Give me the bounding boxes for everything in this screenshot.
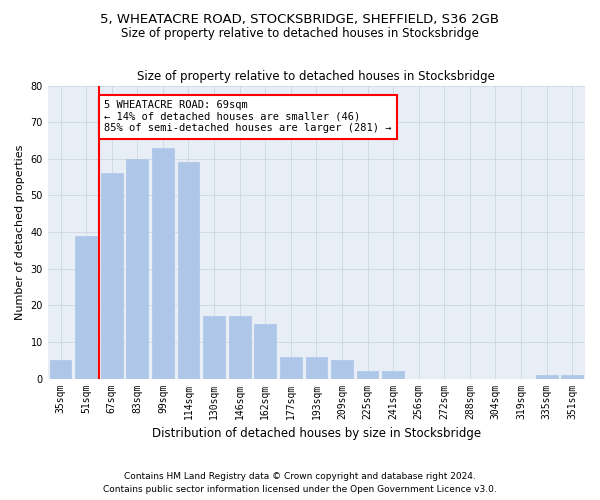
Text: 5 WHEATACRE ROAD: 69sqm
← 14% of detached houses are smaller (46)
85% of semi-de: 5 WHEATACRE ROAD: 69sqm ← 14% of detache… bbox=[104, 100, 392, 134]
Y-axis label: Number of detached properties: Number of detached properties bbox=[15, 144, 25, 320]
Bar bbox=[178, 162, 199, 378]
Bar bbox=[127, 159, 148, 378]
X-axis label: Distribution of detached houses by size in Stocksbridge: Distribution of detached houses by size … bbox=[152, 427, 481, 440]
Bar bbox=[152, 148, 174, 378]
Text: Contains HM Land Registry data © Crown copyright and database right 2024.: Contains HM Land Registry data © Crown c… bbox=[124, 472, 476, 481]
Bar bbox=[101, 174, 122, 378]
Bar bbox=[305, 356, 327, 378]
Text: Size of property relative to detached houses in Stocksbridge: Size of property relative to detached ho… bbox=[121, 28, 479, 40]
Bar bbox=[356, 371, 379, 378]
Bar bbox=[536, 375, 557, 378]
Bar bbox=[254, 324, 276, 378]
Bar bbox=[280, 356, 302, 378]
Text: 5, WHEATACRE ROAD, STOCKSBRIDGE, SHEFFIELD, S36 2GB: 5, WHEATACRE ROAD, STOCKSBRIDGE, SHEFFIE… bbox=[101, 12, 499, 26]
Bar bbox=[229, 316, 251, 378]
Bar bbox=[203, 316, 225, 378]
Title: Size of property relative to detached houses in Stocksbridge: Size of property relative to detached ho… bbox=[137, 70, 496, 83]
Bar bbox=[331, 360, 353, 378]
Bar bbox=[382, 371, 404, 378]
Bar bbox=[50, 360, 71, 378]
Bar bbox=[75, 236, 97, 378]
Bar bbox=[562, 375, 583, 378]
Text: Contains public sector information licensed under the Open Government Licence v3: Contains public sector information licen… bbox=[103, 485, 497, 494]
